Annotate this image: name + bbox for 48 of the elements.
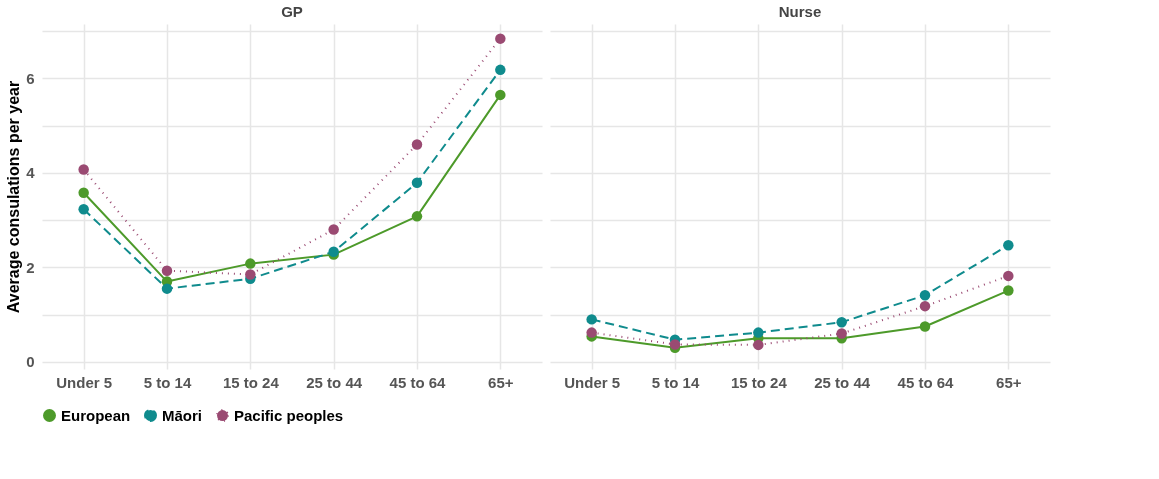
point bbox=[78, 164, 89, 175]
point bbox=[411, 139, 423, 150]
point bbox=[495, 64, 506, 76]
y-tick-label: 2 bbox=[26, 258, 35, 276]
legend-label: Pacific peoples bbox=[234, 406, 344, 424]
point bbox=[586, 314, 597, 325]
point bbox=[586, 327, 597, 338]
point bbox=[919, 321, 931, 332]
y-axis-title: Average consulations per year bbox=[5, 80, 23, 314]
point bbox=[836, 328, 847, 339]
point bbox=[1003, 285, 1014, 296]
x-tick-label: 25 to 44 bbox=[306, 373, 363, 391]
x-tick-label: Under 5 bbox=[56, 373, 113, 391]
point bbox=[919, 290, 931, 301]
x-tick-label: 15 to 24 bbox=[730, 373, 788, 391]
point bbox=[1003, 270, 1014, 282]
x-tick-label: 15 to 24 bbox=[222, 373, 280, 391]
point bbox=[78, 204, 89, 215]
x-tick-label: 45 to 64 bbox=[389, 373, 447, 391]
point bbox=[161, 265, 173, 276]
x-tick-label: 5 to 14 bbox=[651, 373, 700, 391]
point bbox=[161, 283, 173, 294]
point bbox=[411, 177, 423, 189]
point bbox=[78, 187, 89, 198]
x-tick-label: 45 to 64 bbox=[897, 373, 955, 391]
x-tick-label: 25 to 44 bbox=[814, 373, 871, 391]
chart-title: GP bbox=[281, 3, 303, 20]
y-tick-label: 6 bbox=[26, 69, 35, 87]
x-tick-label: 5 to 14 bbox=[143, 373, 192, 391]
y-tick-label: 4 bbox=[26, 164, 36, 182]
point bbox=[328, 224, 339, 235]
point bbox=[495, 33, 506, 44]
legend-label: European bbox=[61, 406, 131, 424]
point bbox=[753, 327, 764, 338]
point bbox=[245, 258, 256, 269]
x-tick-label: 65+ bbox=[488, 373, 514, 391]
point bbox=[245, 269, 256, 280]
chart-title: Nurse bbox=[778, 3, 822, 20]
point bbox=[836, 316, 847, 328]
point bbox=[495, 89, 506, 101]
point bbox=[1003, 239, 1014, 251]
x-tick-label: Under 5 bbox=[564, 373, 621, 391]
point bbox=[919, 300, 931, 312]
y-tick-label: 0 bbox=[26, 353, 35, 371]
x-tick-label: 65+ bbox=[996, 373, 1022, 391]
legend-label: Māori bbox=[162, 406, 203, 424]
point bbox=[411, 211, 423, 222]
point bbox=[753, 339, 764, 351]
